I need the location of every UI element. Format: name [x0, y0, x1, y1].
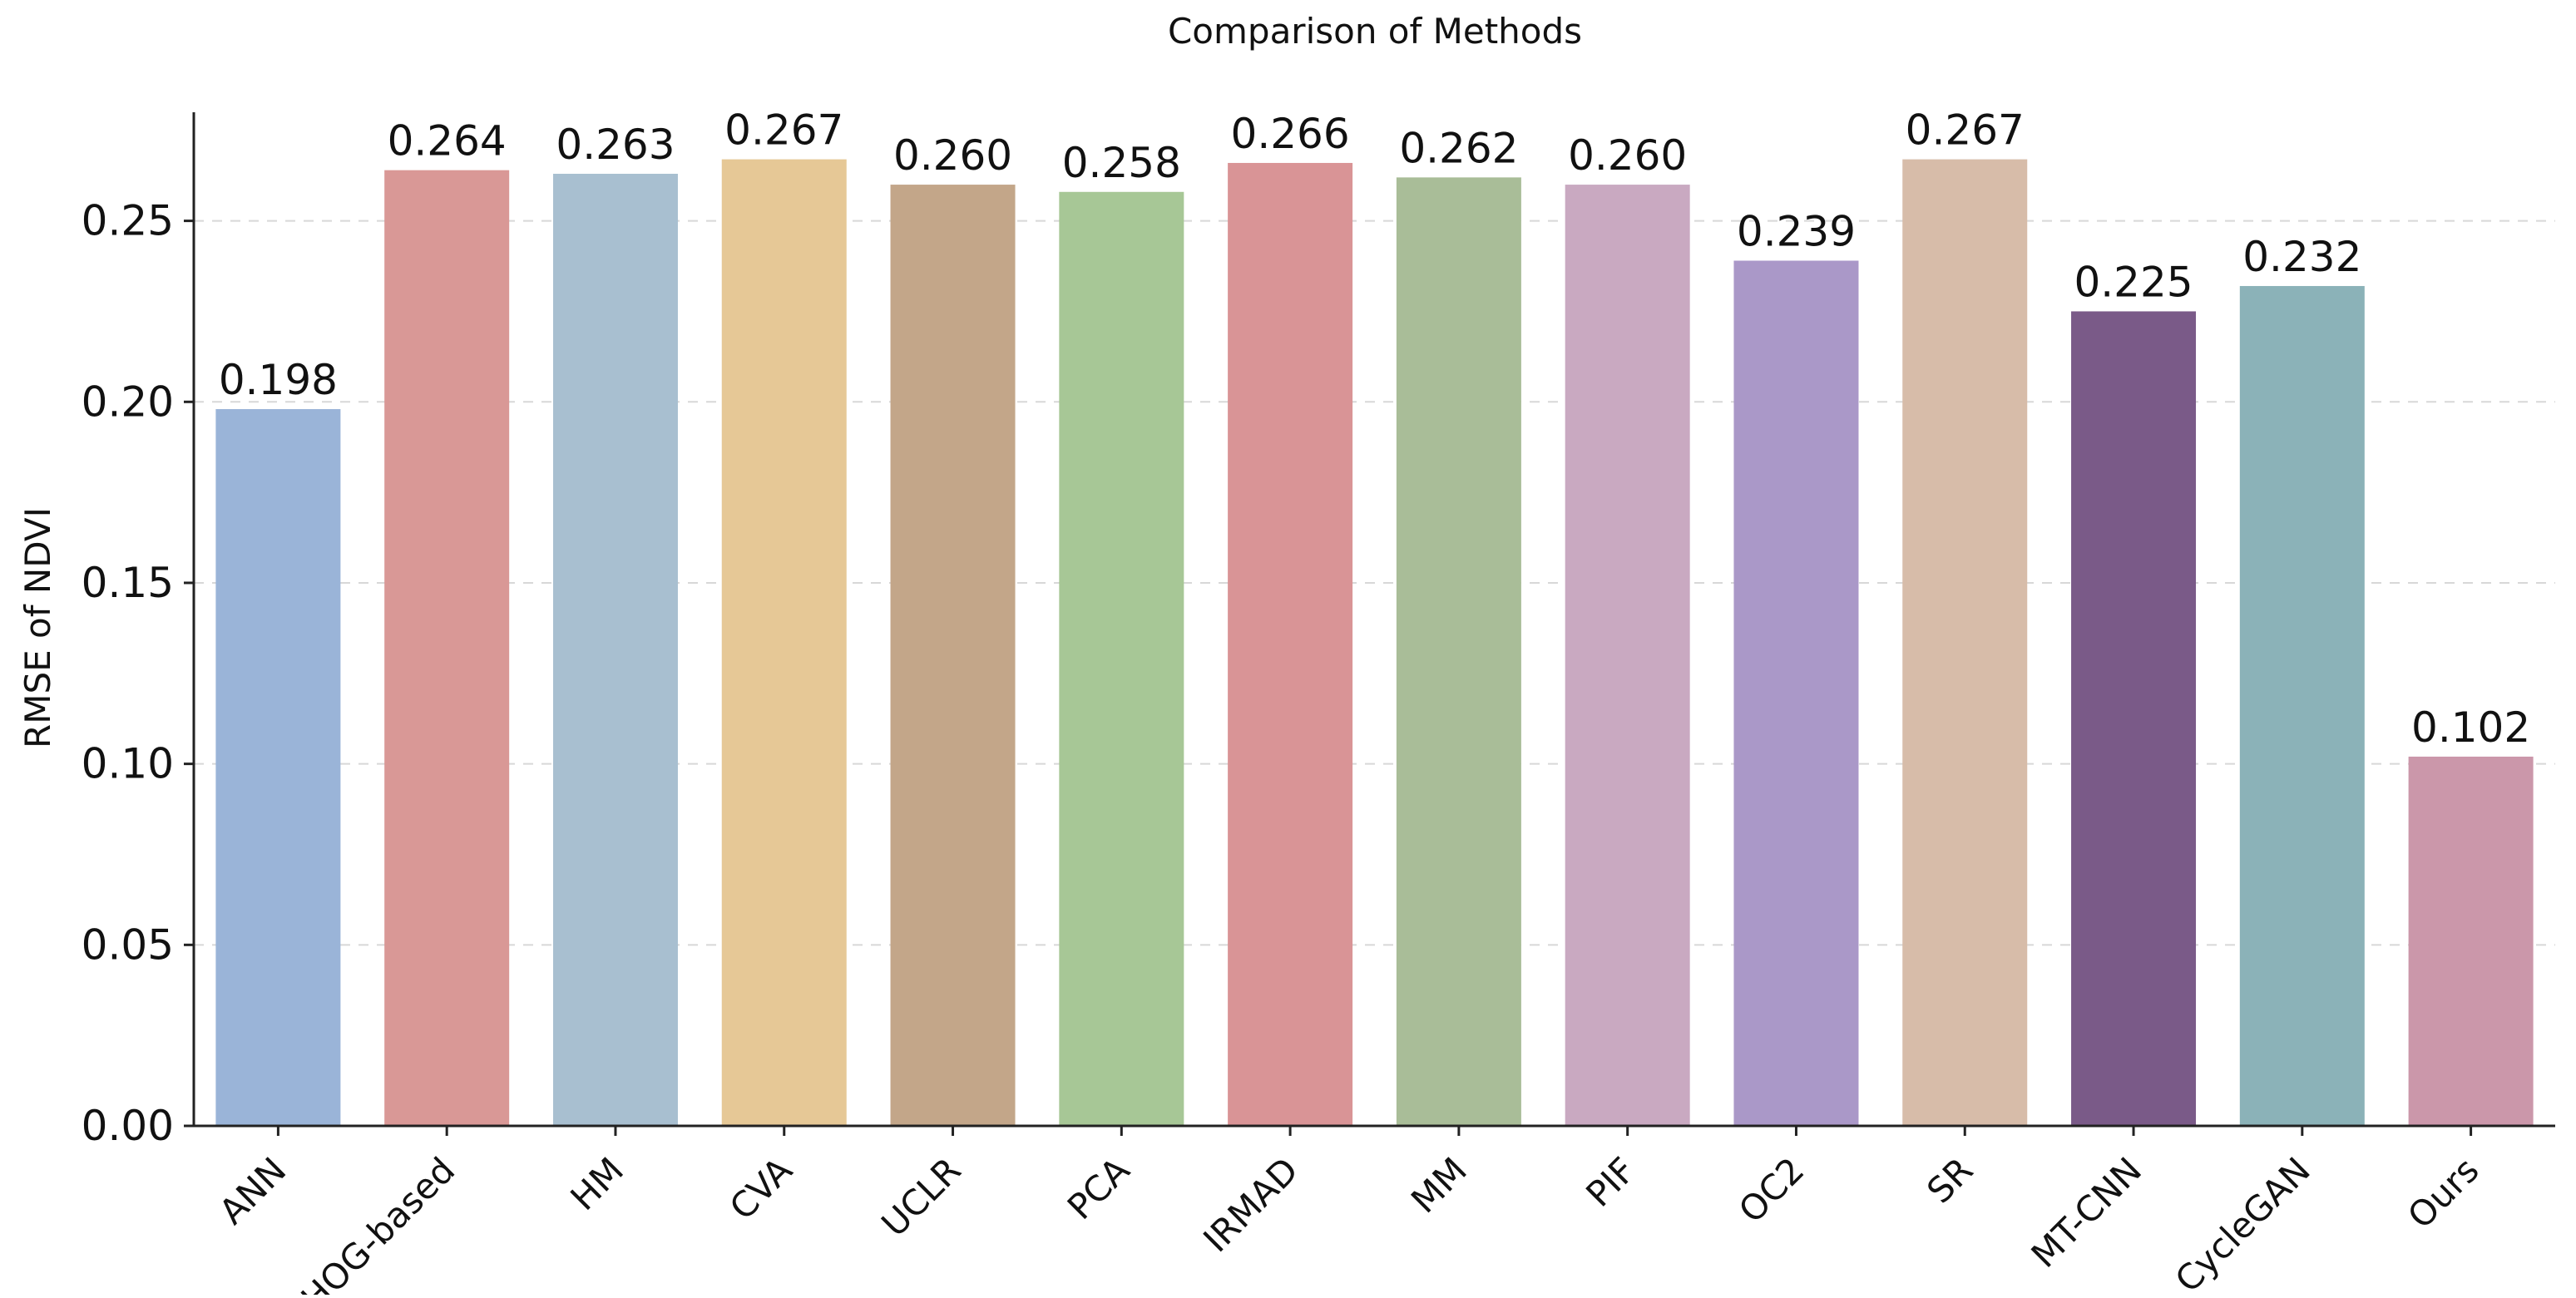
x-tick-label-2: HM	[562, 1149, 631, 1218]
x-tick-label-7: MM	[1403, 1149, 1475, 1221]
x-tick-label-0: ANN	[211, 1149, 294, 1231]
bar-pca	[1059, 191, 1184, 1126]
y-tick-label-5: 0.25	[82, 197, 174, 245]
x-tick-label-12: CycleGAN	[2168, 1149, 2318, 1295]
x-tick-label-3: CVA	[722, 1149, 800, 1227]
bar-cyclegan	[2239, 285, 2365, 1126]
y-tick-label-0: 0.00	[82, 1102, 174, 1150]
value-label-11: 0.225	[2074, 258, 2193, 306]
x-tick-label-8: PIF	[1578, 1149, 1643, 1214]
value-label-10: 0.267	[1906, 106, 2025, 155]
value-label-1: 0.264	[388, 117, 507, 165]
x-tick-label-10: SR	[1919, 1149, 1980, 1211]
value-label-6: 0.266	[1231, 110, 1350, 158]
axes	[192, 112, 2555, 1128]
y-ticks: 0.00 0.05 0.10 0.15 0.20 0.25	[82, 197, 194, 1150]
x-tick-label-9: OC2	[1731, 1149, 1812, 1231]
x-ticks: ANN HOG-based HM CVA UCLR PCA IRMAD MM PIF OC2 SR M…	[211, 1126, 2487, 1298]
x-tick-label-5: PCA	[1060, 1149, 1138, 1227]
y-axis-label: RMSE of NDVI	[17, 507, 58, 748]
bar-mt-cnn	[2071, 311, 2197, 1127]
bar-oc2	[1733, 260, 1859, 1126]
y-tick-label-4: 0.20	[82, 378, 174, 426]
y-tick-label-2: 0.10	[82, 740, 174, 788]
value-label-9: 0.239	[1737, 207, 1856, 255]
value-labels: 0.198 0.264 0.263 0.267 0.260 0.258 0.266 0.262…	[219, 106, 2530, 752]
value-label-0: 0.198	[219, 356, 338, 404]
y-tick-label-1: 0.05	[82, 920, 174, 969]
value-label-2: 0.263	[556, 121, 675, 169]
x-tick-label-4: UCLR	[873, 1149, 968, 1244]
bar-hog-based	[384, 170, 510, 1127]
bar-ann	[215, 408, 341, 1126]
bar-ours	[2408, 756, 2534, 1126]
bar-mm	[1396, 177, 1521, 1127]
value-label-3: 0.267	[724, 106, 843, 155]
bar-cva	[721, 159, 847, 1126]
bar-irmad	[1228, 162, 1353, 1127]
value-label-8: 0.260	[1568, 131, 1687, 180]
value-label-5: 0.258	[1062, 139, 1181, 187]
value-label-12: 0.232	[2242, 233, 2361, 281]
value-label-4: 0.260	[893, 131, 1012, 180]
bars	[215, 159, 2534, 1127]
bar-hm	[552, 174, 678, 1126]
x-tick-label-11: MT-CNN	[2024, 1149, 2150, 1276]
x-tick-label-1: HOG-based	[294, 1149, 463, 1295]
bar-uclr	[890, 185, 1016, 1127]
x-tick-label-6: IRMAD	[1195, 1149, 1306, 1260]
grid-lines	[194, 220, 2555, 946]
value-label-7: 0.262	[1399, 124, 1518, 172]
x-tick-label-13: Ours	[2400, 1149, 2487, 1236]
bar-pif	[1565, 185, 1690, 1127]
bar-sr	[1902, 159, 2028, 1126]
y-tick-label-3: 0.15	[82, 559, 174, 607]
value-label-13: 0.102	[2411, 703, 2530, 752]
chart-title: Comparison of Methods	[1168, 11, 1582, 52]
